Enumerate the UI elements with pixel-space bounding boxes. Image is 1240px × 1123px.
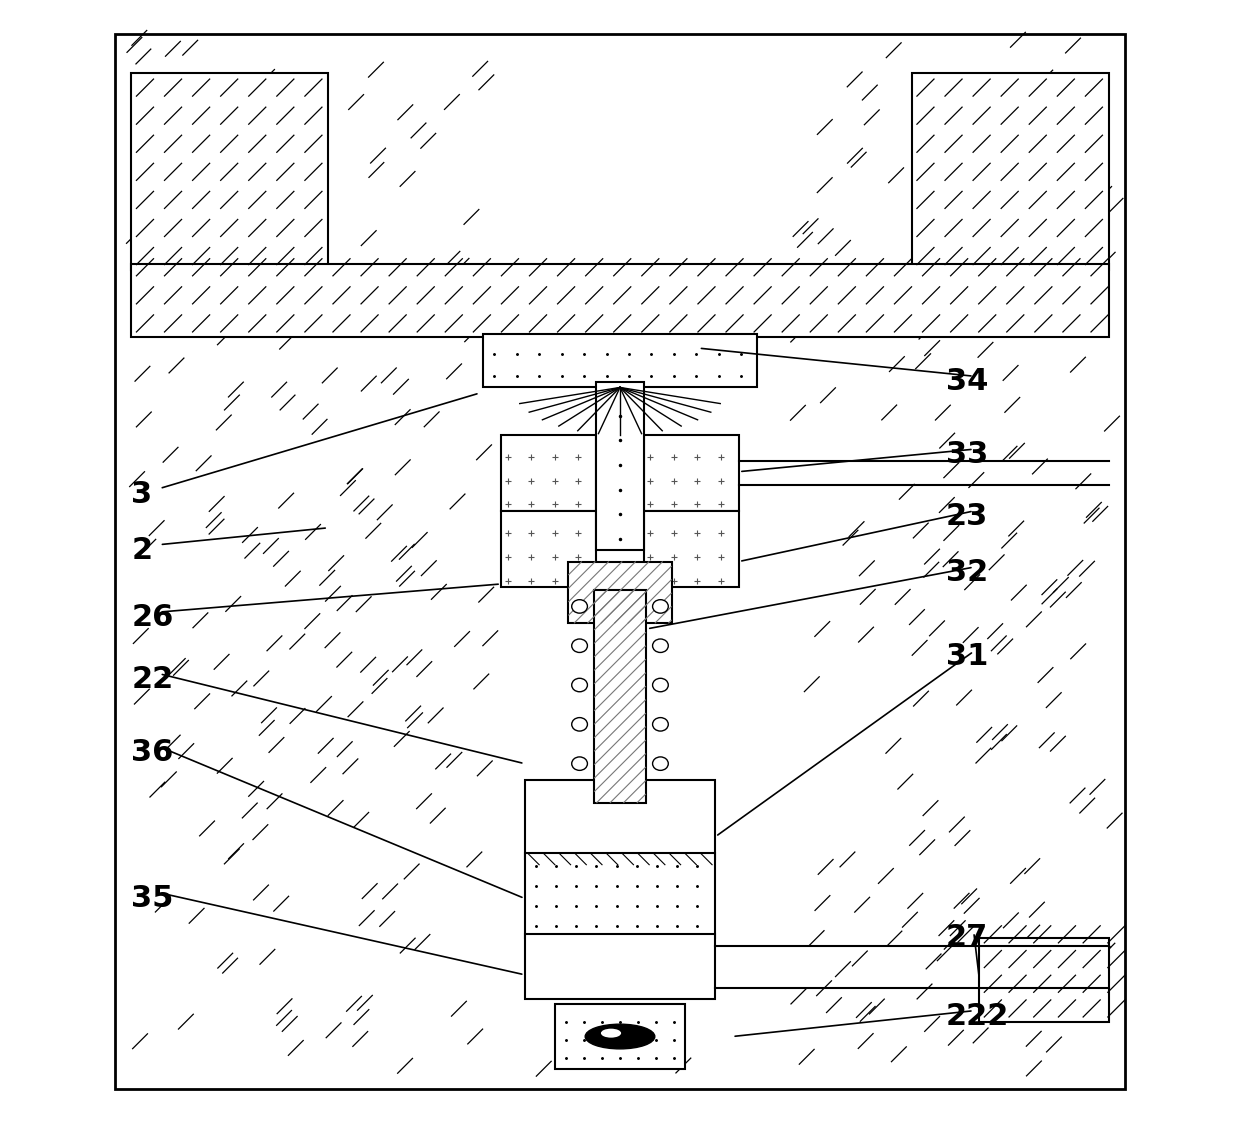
- Ellipse shape: [572, 678, 588, 692]
- Bar: [525, 853, 715, 938]
- Text: 2: 2: [131, 536, 153, 565]
- Text: 3: 3: [131, 480, 153, 509]
- Bar: [525, 934, 715, 999]
- Bar: [596, 382, 644, 550]
- Bar: [568, 562, 672, 623]
- Text: 34: 34: [946, 367, 988, 396]
- Text: 27: 27: [946, 923, 988, 952]
- Text: 26: 26: [131, 603, 174, 632]
- Text: 33: 33: [946, 440, 988, 469]
- Ellipse shape: [601, 1029, 621, 1038]
- Text: 31: 31: [946, 642, 988, 672]
- Ellipse shape: [652, 678, 668, 692]
- Text: 36: 36: [131, 738, 174, 767]
- Bar: [501, 435, 596, 511]
- Bar: [644, 511, 739, 587]
- Bar: [525, 780, 715, 859]
- Ellipse shape: [585, 1024, 655, 1049]
- Ellipse shape: [572, 600, 588, 613]
- Text: 22: 22: [131, 665, 174, 694]
- Ellipse shape: [572, 718, 588, 731]
- Bar: [980, 938, 1109, 1022]
- Text: 32: 32: [946, 558, 988, 587]
- Text: 23: 23: [946, 502, 988, 531]
- Bar: [484, 334, 756, 387]
- Bar: [594, 590, 646, 803]
- Bar: [131, 264, 1109, 337]
- Text: 222: 222: [946, 1002, 1009, 1031]
- Ellipse shape: [652, 600, 668, 613]
- Ellipse shape: [572, 757, 588, 770]
- Ellipse shape: [652, 757, 668, 770]
- Bar: [554, 1004, 686, 1069]
- Bar: [131, 73, 329, 270]
- Bar: [501, 511, 596, 587]
- Ellipse shape: [652, 639, 668, 652]
- Ellipse shape: [572, 639, 588, 652]
- Bar: [644, 435, 739, 511]
- Text: 35: 35: [131, 884, 174, 913]
- Bar: [911, 73, 1109, 270]
- Ellipse shape: [652, 718, 668, 731]
